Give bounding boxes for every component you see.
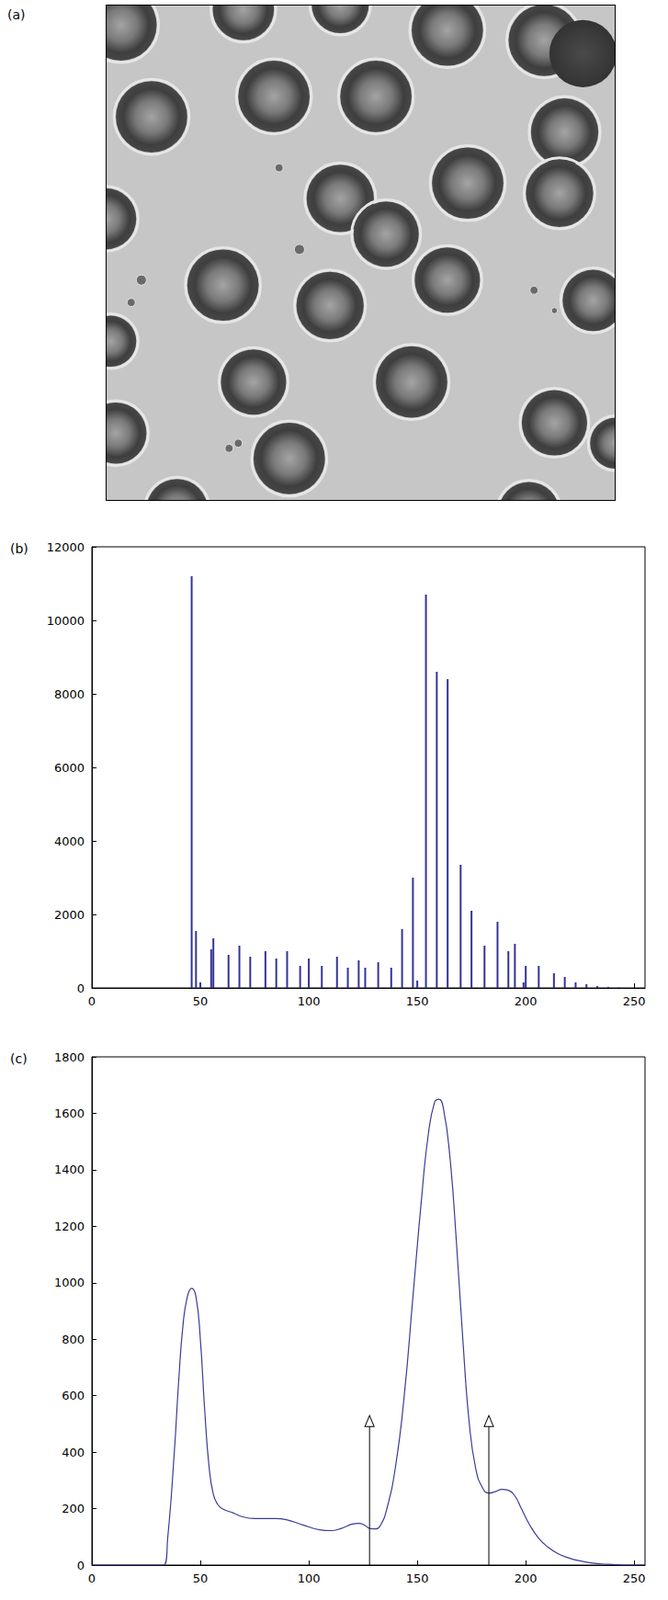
svg-text:1800: 1800 <box>54 1050 85 1065</box>
svg-text:600: 600 <box>61 1388 85 1403</box>
svg-text:150: 150 <box>406 1571 430 1586</box>
svg-text:6000: 6000 <box>54 760 85 775</box>
svg-text:250: 250 <box>622 994 646 1008</box>
svg-text:800: 800 <box>61 1332 85 1347</box>
svg-text:100: 100 <box>297 1571 321 1586</box>
svg-text:200: 200 <box>514 994 538 1008</box>
svg-text:12000: 12000 <box>46 540 85 555</box>
svg-text:0: 0 <box>77 1558 85 1573</box>
svg-text:100: 100 <box>297 994 321 1008</box>
svg-text:1000: 1000 <box>54 1275 85 1290</box>
svg-text:0: 0 <box>88 1571 96 1586</box>
svg-text:200: 200 <box>61 1501 85 1516</box>
svg-text:2000: 2000 <box>54 907 85 922</box>
svg-text:1400: 1400 <box>54 1162 85 1177</box>
svg-text:50: 50 <box>192 1571 209 1586</box>
svg-text:400: 400 <box>61 1445 85 1460</box>
svg-text:(c): (c) <box>10 1051 28 1066</box>
html-text:(a): (a) <box>7 7 26 23</box>
svg-text:150: 150 <box>406 994 430 1008</box>
svg-text:250: 250 <box>622 1571 646 1586</box>
svg-text:10000: 10000 <box>46 613 85 628</box>
svg-text:1200: 1200 <box>54 1219 85 1234</box>
svg-text:1600: 1600 <box>54 1106 85 1121</box>
svg-text:50: 50 <box>192 994 209 1008</box>
svg-text:0: 0 <box>77 981 85 996</box>
svg-text:(b): (b) <box>10 541 29 556</box>
svg-text:4000: 4000 <box>54 834 85 849</box>
svg-text:200: 200 <box>514 1571 538 1586</box>
svg-text:8000: 8000 <box>54 687 85 702</box>
svg-text:0: 0 <box>88 994 96 1008</box>
